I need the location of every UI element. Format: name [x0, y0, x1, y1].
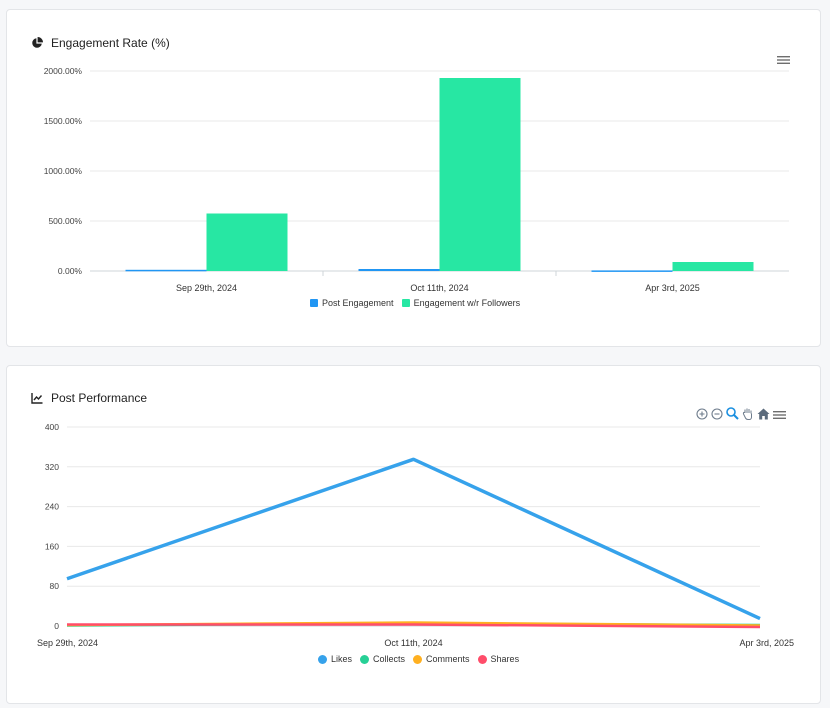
legend-item-likes[interactable]: Likes: [318, 654, 352, 664]
y-tick-label: 240: [45, 502, 59, 512]
line-shares: [67, 623, 761, 629]
y-tick-label: 0: [54, 621, 59, 631]
hamburger-menu-icon[interactable]: [773, 407, 786, 425]
legend-swatch: [401, 299, 410, 307]
y-tick-label: 1500.00%: [44, 116, 83, 126]
legend-label: Collects: [373, 654, 406, 664]
bar-engagement-w-r-followers: [206, 213, 288, 271]
legend-item-engagement-w-r-followers[interactable]: Engagement w/r Followers: [401, 298, 521, 308]
legend-item-comments[interactable]: Comments: [413, 654, 470, 664]
engagement-rate-card: Engagement Rate (%) 0.00% 500.00% 1000.00%…: [6, 9, 821, 347]
pan-hand-icon[interactable]: [742, 407, 754, 425]
x-tick-label: Oct 11th, 2024: [410, 283, 468, 293]
engagement-bar-chart: 0.00% 500.00% 1000.00% 1500.00% 2000.00% Sep …: [44, 66, 789, 293]
legend-swatch: [318, 654, 327, 664]
post-performance-legend: Likes Collects Comments Shares: [318, 654, 519, 664]
legend-label: Post Engagement: [322, 298, 394, 308]
bar-post-engagement: [358, 269, 440, 271]
post-performance-card: Post Performance 0 80 160 240 320 400 Sep 29th…: [6, 365, 821, 704]
y-tick-label: 400: [45, 422, 59, 432]
chart-toolbar: [696, 407, 786, 425]
bar-post-engagement: [125, 269, 207, 272]
legend-item-collects[interactable]: Collects: [360, 654, 405, 664]
x-tick-label: Oct 11th, 2024: [384, 638, 442, 648]
pie-chart-icon: [32, 37, 43, 48]
legend-item-post-engagement[interactable]: Post Engagement: [310, 298, 394, 308]
hamburger-menu-icon[interactable]: [777, 52, 790, 70]
y-tick-label: 320: [45, 462, 59, 472]
post-performance-title: Post Performance: [31, 391, 147, 405]
zoom-selection-icon[interactable]: [726, 407, 739, 425]
legend-swatch: [360, 654, 370, 664]
y-tick-label: 500.00%: [48, 216, 82, 226]
legend-label: Comments: [426, 654, 470, 664]
y-tick-label: 2000.00%: [44, 66, 83, 76]
legend-swatch: [477, 654, 487, 664]
y-tick-label: 160: [45, 541, 59, 551]
bar-engagement-w-r-followers: [672, 262, 754, 271]
legend-swatch: [310, 299, 318, 307]
legend-label: Likes: [331, 654, 353, 664]
bar-engagement-w-r-followers: [439, 78, 521, 271]
line-likes: [66, 457, 761, 621]
x-tick-label: Sep 29th, 2024: [37, 638, 98, 648]
legend-label: Shares: [490, 654, 520, 664]
engagement-rate-title: Engagement Rate (%): [31, 36, 170, 50]
y-tick-label: 0.00%: [58, 266, 83, 276]
x-tick-label: Sep 29th, 2024: [176, 283, 237, 293]
post-performance-title-text: Post Performance: [51, 391, 148, 405]
engagement-rate-title-text: Engagement Rate (%): [51, 36, 170, 50]
line-chart-icon: [31, 393, 43, 404]
y-tick-label: 80: [50, 581, 60, 591]
post-performance-line-chart: 0 80 160 240 320 400 Sep 29th, 2024 Oct 11th, 2…: [37, 422, 794, 648]
engagement-legend: Post Engagement Engagement w/r Followers: [310, 298, 520, 308]
zoom-out-icon[interactable]: [711, 407, 723, 425]
reset-home-icon[interactable]: [757, 407, 770, 425]
zoom-in-icon[interactable]: [696, 407, 708, 425]
legend-item-shares[interactable]: Shares: [477, 654, 520, 664]
bar-post-engagement: [591, 270, 673, 272]
legend-swatch: [413, 654, 423, 664]
legend-label: Engagement w/r Followers: [413, 298, 521, 308]
y-tick-label: 1000.00%: [44, 166, 83, 176]
x-tick-label: Apr 3rd, 2025: [645, 283, 700, 293]
x-tick-label: Apr 3rd, 2025: [739, 638, 794, 648]
